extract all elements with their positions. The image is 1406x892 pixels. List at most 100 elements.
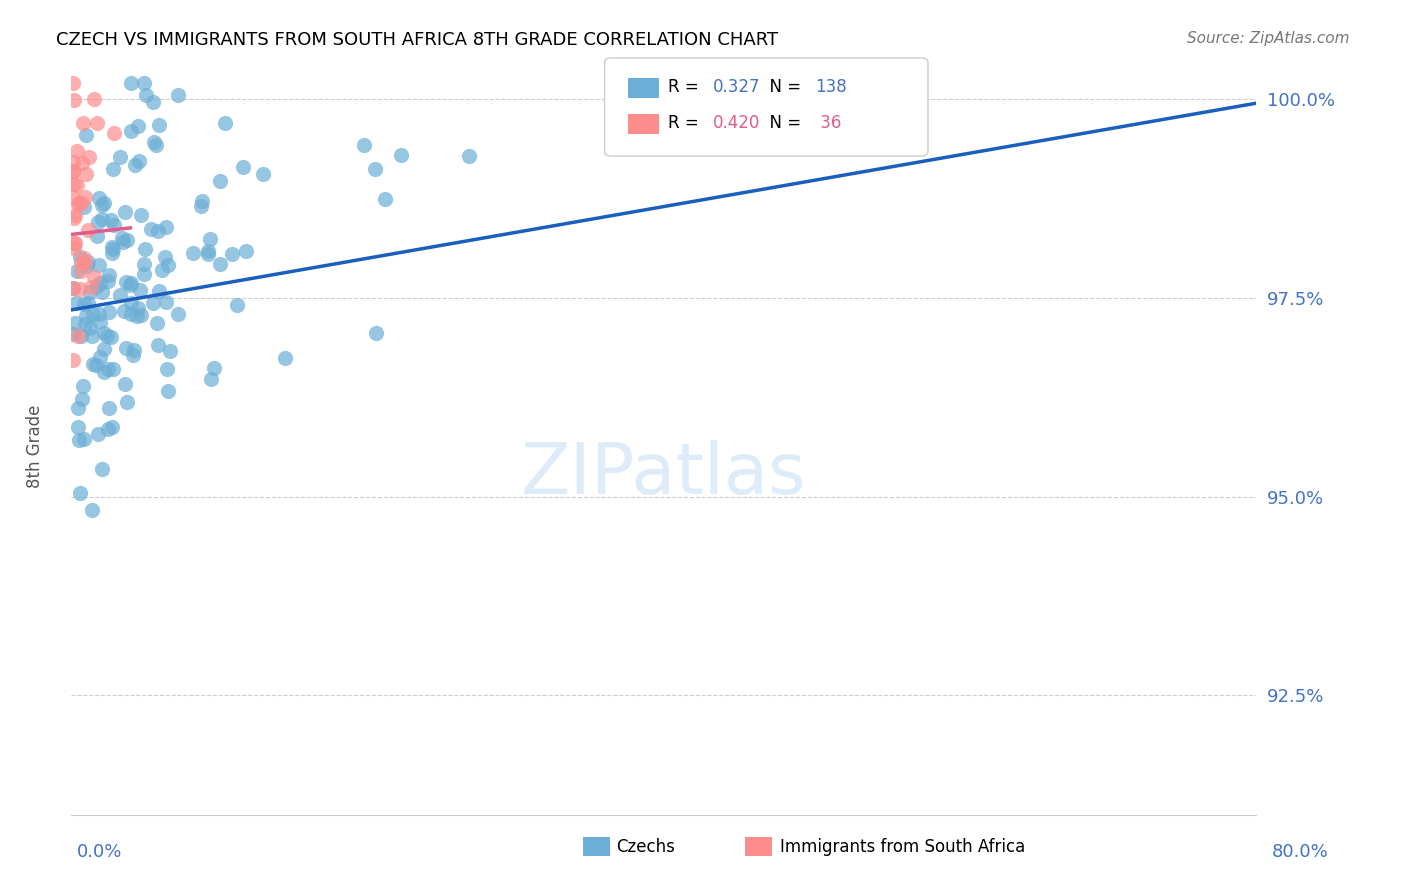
Point bbox=[120, 277, 142, 291]
Text: 80.0%: 80.0% bbox=[1272, 843, 1329, 861]
Point bbox=[103, 161, 125, 176]
Text: CZECH VS IMMIGRANTS FROM SOUTH AFRICA 8TH GRADE CORRELATION CHART: CZECH VS IMMIGRANTS FROM SOUTH AFRICA 8T… bbox=[56, 31, 779, 49]
Point bbox=[166, 87, 188, 102]
Point bbox=[142, 296, 165, 310]
Point bbox=[111, 235, 134, 250]
Point bbox=[86, 279, 108, 293]
Point bbox=[69, 255, 91, 269]
Point bbox=[67, 420, 90, 434]
Point bbox=[93, 326, 115, 341]
Point bbox=[66, 197, 89, 211]
Point bbox=[67, 195, 90, 210]
Point bbox=[62, 281, 84, 295]
Point bbox=[159, 343, 181, 358]
Point bbox=[70, 392, 93, 406]
Point bbox=[200, 372, 222, 386]
Point bbox=[191, 194, 214, 208]
Point bbox=[93, 196, 115, 211]
Point bbox=[89, 191, 111, 205]
Point bbox=[90, 461, 112, 475]
Point bbox=[121, 295, 143, 310]
Text: N =: N = bbox=[759, 78, 807, 96]
Point bbox=[69, 251, 91, 265]
Point bbox=[101, 420, 124, 434]
Point bbox=[91, 212, 114, 227]
Point bbox=[374, 192, 396, 206]
Point bbox=[89, 315, 111, 329]
Point bbox=[214, 116, 236, 130]
Point bbox=[72, 251, 94, 265]
Point bbox=[93, 342, 115, 356]
Point bbox=[155, 250, 177, 264]
Point bbox=[101, 246, 124, 260]
Point bbox=[87, 215, 110, 229]
Point bbox=[198, 231, 221, 245]
Point bbox=[91, 285, 114, 299]
Text: Immigrants from South Africa: Immigrants from South Africa bbox=[780, 838, 1025, 855]
Text: 0.420: 0.420 bbox=[713, 114, 761, 132]
Point bbox=[62, 326, 84, 341]
Text: ZIPatlas: ZIPatlas bbox=[520, 441, 806, 509]
Text: 138: 138 bbox=[815, 78, 848, 96]
Point bbox=[97, 422, 120, 436]
Point bbox=[77, 295, 100, 310]
Point bbox=[120, 124, 142, 138]
Point bbox=[62, 211, 84, 225]
Point bbox=[62, 280, 84, 294]
Point bbox=[101, 242, 124, 256]
Point bbox=[62, 352, 84, 367]
Point bbox=[202, 361, 225, 376]
Point bbox=[86, 229, 108, 244]
Point bbox=[77, 255, 100, 269]
Point bbox=[221, 247, 243, 261]
Point bbox=[80, 503, 103, 517]
Point bbox=[100, 212, 122, 227]
Point bbox=[103, 126, 125, 140]
Point bbox=[97, 268, 120, 282]
Point bbox=[197, 244, 219, 258]
Point bbox=[114, 205, 136, 219]
Point bbox=[69, 282, 91, 296]
Point bbox=[89, 350, 111, 364]
Point bbox=[66, 264, 89, 278]
Point bbox=[145, 137, 167, 152]
Point bbox=[155, 220, 177, 235]
Point bbox=[145, 316, 167, 330]
Point bbox=[197, 247, 219, 261]
Text: R =: R = bbox=[668, 78, 704, 96]
Point bbox=[79, 285, 101, 299]
Point bbox=[82, 306, 104, 320]
Text: Source: ZipAtlas.com: Source: ZipAtlas.com bbox=[1187, 31, 1350, 46]
Point bbox=[127, 301, 149, 315]
Point bbox=[129, 308, 152, 322]
Point bbox=[62, 77, 84, 91]
Point bbox=[75, 309, 97, 323]
Point bbox=[128, 154, 150, 169]
Point bbox=[101, 240, 124, 254]
Text: 8th Grade: 8th Grade bbox=[27, 404, 44, 488]
Point bbox=[73, 256, 96, 270]
Point bbox=[389, 148, 412, 162]
Point bbox=[134, 242, 156, 256]
Point bbox=[100, 330, 122, 344]
Point bbox=[101, 362, 124, 376]
Point bbox=[125, 309, 148, 323]
Point bbox=[96, 329, 118, 343]
Point bbox=[63, 94, 86, 108]
Point bbox=[73, 432, 96, 446]
Point bbox=[111, 231, 134, 245]
Point bbox=[117, 395, 139, 409]
Point bbox=[62, 155, 84, 169]
Point bbox=[132, 257, 155, 271]
Point bbox=[62, 190, 84, 204]
Point bbox=[97, 274, 120, 288]
Point bbox=[120, 307, 142, 321]
Point bbox=[120, 77, 142, 91]
Point bbox=[83, 92, 105, 106]
Point bbox=[353, 138, 375, 153]
Text: 36: 36 bbox=[815, 114, 842, 132]
Point bbox=[82, 357, 104, 371]
Point bbox=[108, 287, 131, 301]
Point bbox=[72, 378, 94, 392]
Point bbox=[121, 348, 143, 362]
